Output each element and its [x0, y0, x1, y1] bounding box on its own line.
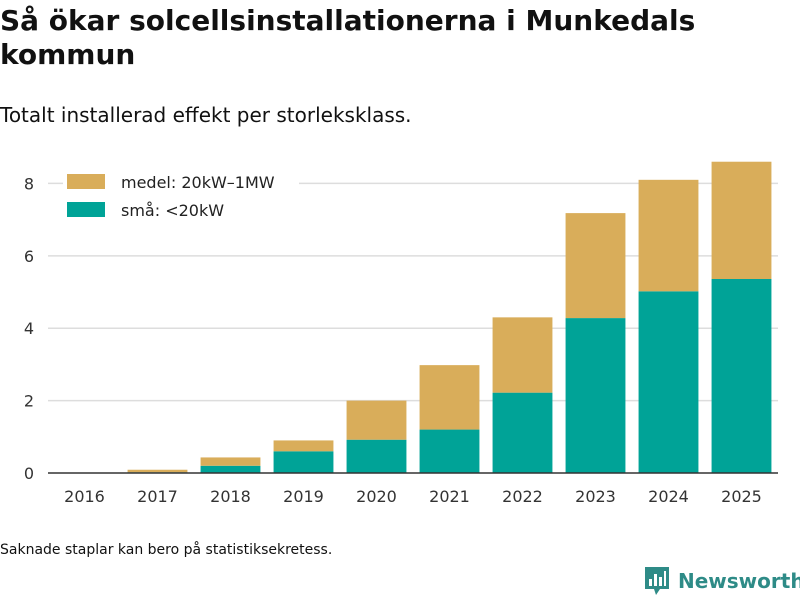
x-tick-label-2022: 2022	[502, 487, 543, 506]
x-tick-label-2016: 2016	[64, 487, 105, 506]
x-tick-label-2025: 2025	[721, 487, 762, 506]
legend: medel: 20kW–1MW små: <20kW	[63, 166, 299, 220]
bar-2018-medium	[200, 457, 261, 466]
stacked-bar-chart: 0 2 4 6 8 2016 2017 2018 2019 2020 2021 2022 2023 202…	[24, 161, 778, 506]
x-tick-label-2019: 2019	[283, 487, 324, 506]
y-tick-label-0: 0	[24, 464, 34, 483]
x-tick-label-2024: 2024	[648, 487, 689, 506]
bar-2021-small	[419, 429, 480, 473]
bar-2019-medium	[273, 440, 334, 452]
brand-name: Newsworthy	[678, 569, 800, 593]
bar-2020-small	[346, 439, 407, 473]
x-tick-label-2018: 2018	[210, 487, 251, 506]
newsworthy-logo: Newsworthy	[644, 566, 800, 596]
bar-2025-medium	[711, 161, 772, 279]
newsworthy-icon	[645, 567, 669, 595]
bar-2024-medium	[638, 179, 699, 292]
axes: 0 2 4 6 8 2016 2017 2018 2019 2020 2021 2022 2023 202…	[24, 174, 778, 506]
x-tick-label-2017: 2017	[137, 487, 178, 506]
bars	[127, 161, 772, 473]
bar-2024-small	[638, 291, 699, 473]
legend-swatch-1	[67, 202, 105, 217]
x-tick-label-2020: 2020	[356, 487, 397, 506]
chart-subtitle: Totalt installerad effekt per storlekskl…	[0, 103, 412, 127]
bar-2020-medium	[346, 400, 407, 440]
bar-2019-small	[273, 451, 334, 473]
x-tick-label-2021: 2021	[429, 487, 470, 506]
footnote: Saknade staplar kan bero på statistiksek…	[0, 542, 333, 558]
bar-2021-medium	[419, 365, 480, 430]
bar-2023-small	[565, 318, 626, 473]
bar-2022-small	[492, 392, 553, 473]
bar-2023-medium	[565, 213, 626, 319]
bar-2022-medium	[492, 317, 553, 393]
y-tick-label-4: 4	[24, 319, 34, 338]
chart-title: Så ökar solcellsinstallationerna i Munke…	[0, 4, 696, 71]
legend-label-0: medel: 20kW–1MW	[121, 173, 275, 192]
y-tick-label-8: 8	[24, 174, 34, 193]
y-tick-label-6: 6	[24, 247, 34, 266]
bar-2018-small	[200, 465, 261, 473]
x-tick-label-2023: 2023	[575, 487, 616, 506]
y-tick-label-2: 2	[24, 392, 34, 411]
bar-2017-medium	[127, 469, 188, 473]
legend-swatch-0	[67, 174, 105, 189]
legend-label-1: små: <20kW	[121, 201, 224, 220]
bar-2025-small	[711, 278, 772, 473]
